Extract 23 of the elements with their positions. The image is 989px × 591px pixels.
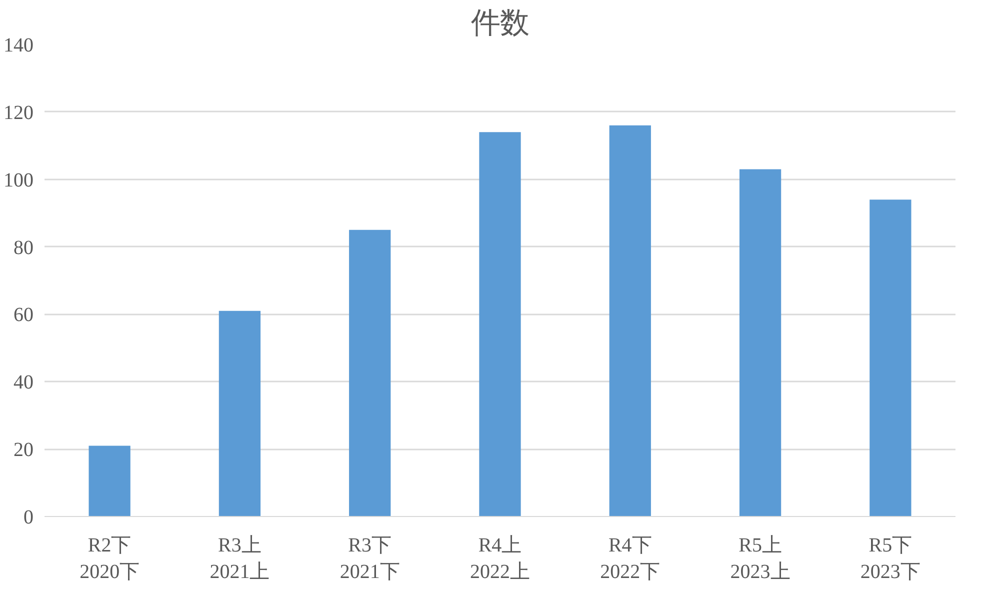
bar	[218, 310, 261, 516]
bar	[88, 446, 130, 516]
y-tick-label: 60	[14, 304, 34, 326]
x-tick-label: R3下 2021下	[340, 534, 400, 583]
chart-title: 件数	[471, 8, 529, 40]
x-tick-label: R2下 2020下	[80, 534, 140, 583]
bar	[870, 200, 912, 516]
y-tick-label: 20	[14, 439, 34, 462]
x-tick-label: R4上 2022上	[470, 534, 530, 583]
x-tick-label: R5上 2023上	[730, 534, 790, 583]
x-tick-label: R3上 2021上	[210, 534, 270, 583]
bar	[479, 132, 521, 516]
y-tick-label: 0	[24, 506, 34, 528]
y-tick-label: 120	[4, 102, 34, 124]
bar	[349, 230, 391, 516]
x-tick-label: R5下 2023下	[860, 534, 920, 583]
x-tick-label: R4下 2022下	[600, 534, 660, 583]
y-tick-label: 80	[14, 236, 34, 259]
y-tick-label: 140	[4, 34, 34, 56]
bar	[609, 125, 651, 516]
bar	[739, 169, 782, 516]
y-tick-label: 100	[4, 169, 34, 192]
y-tick-label: 40	[14, 372, 34, 394]
